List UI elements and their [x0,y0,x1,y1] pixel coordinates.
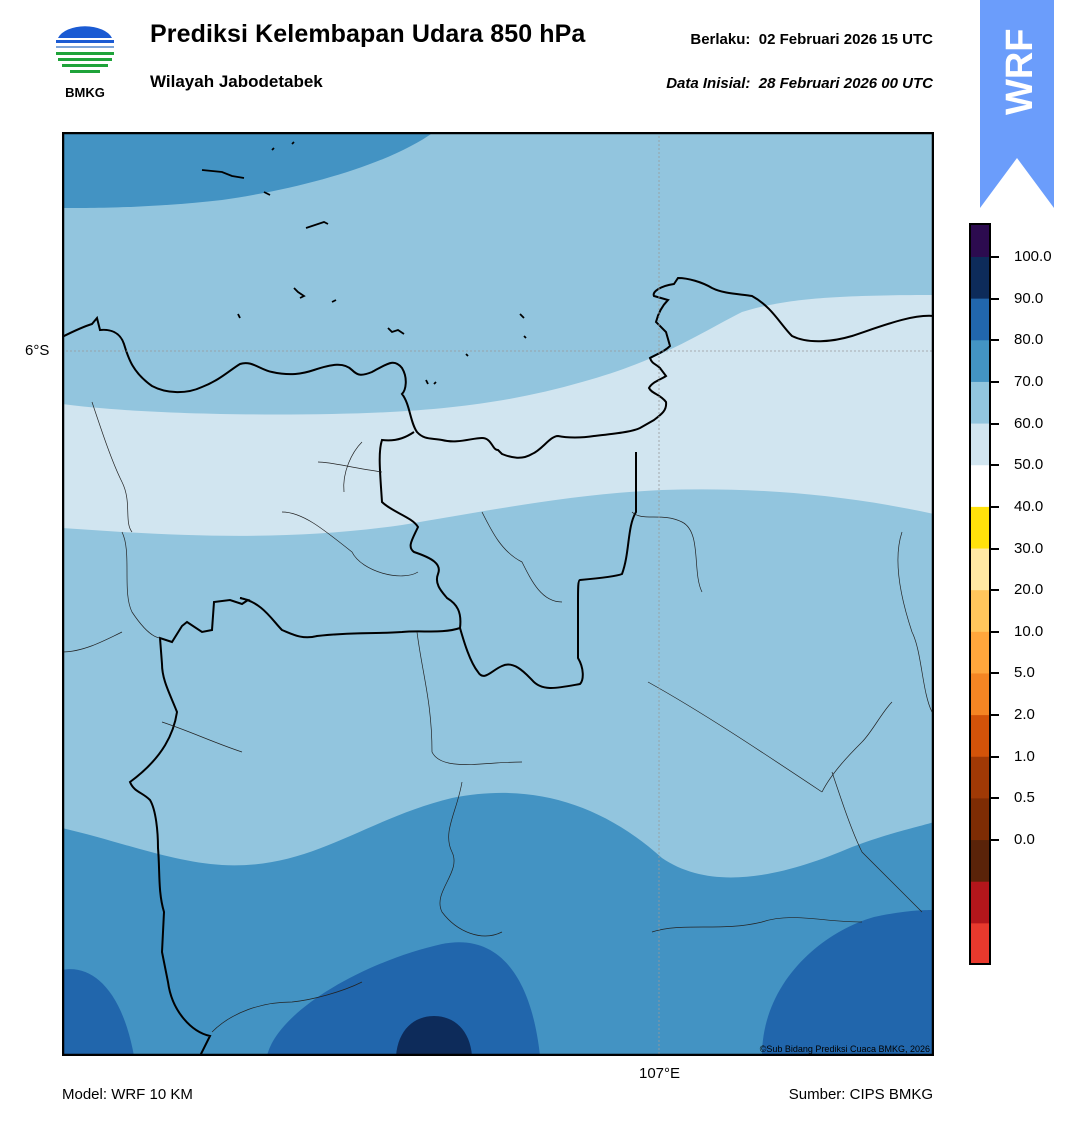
colorbar-segment [969,673,991,716]
colorbar-tick [991,422,999,425]
source-label: Sumber: CIPS BMKG [788,1086,933,1103]
colorbar-segment [969,340,991,383]
colorbar-tick [991,630,999,633]
colorbar-tick-label: 20.0 [1014,581,1044,599]
band-80-90-east [762,910,934,1056]
init-label: Data Inisial: [666,75,751,92]
valid-value: 02 Februari 2026 15 UTC [758,31,933,48]
colorbar-segment [969,257,991,300]
colorbar-segment [969,840,991,883]
valid-label: Berlaku: [690,31,751,48]
model-label: Model: WRF 10 KM [62,1086,193,1103]
longitude-label: 107°E [639,1065,681,1082]
colorbar [969,223,991,965]
colorbar-segment [969,590,991,633]
colorbar-tick [991,547,999,550]
colorbar-segment [969,548,991,591]
init-time: Data Inisial: 28 Februari 2026 00 UTC [666,75,933,92]
band-50-60 [62,295,934,536]
colorbar-segment [969,756,991,799]
band-80-90-west [62,969,134,1056]
colorbar-segment [969,465,991,508]
wrf-badge: WRF [980,0,1054,208]
province-boundary [128,431,462,1056]
colorbar-tick-label: 50.0 [1014,456,1044,474]
band-90-100 [396,1016,472,1056]
colorbar-segment [969,715,991,758]
colorbar-tick [991,839,999,842]
band-80-90-center [267,942,540,1056]
colorbar-tick [991,339,999,342]
colorbar-tick-label: 60.0 [1014,414,1044,432]
colorbar-tick-label: 80.0 [1014,331,1044,349]
colorbar-tick [991,256,999,258]
colorbar-border [969,223,991,965]
colorbar-tick-label: 0.0 [1014,831,1035,849]
map-border [62,132,934,1056]
bmkg-logo-icon [56,26,114,73]
colorbar-tick-label: 5.0 [1014,664,1035,682]
humidity-map: ©Sub Bidang Prediksi Cuaca BMKG, 2026 [62,132,934,1056]
islands [201,141,527,385]
badge-shape [980,0,1054,208]
colorbar-tick-label: 2.0 [1014,706,1035,724]
colorbar-tick-label: 30.0 [1014,539,1044,557]
colorbar-tick-label: 90.0 [1014,289,1044,307]
colorbar-segment [969,298,991,341]
coastline [62,276,934,459]
colorbar-tick [991,797,999,800]
colorbar-tick-label: 70.0 [1014,372,1044,390]
colorbar-tick [991,380,999,383]
page-title: Prediksi Kelembapan Udara 850 hPa [150,20,586,48]
colorbar-tick-label: 0.5 [1014,789,1035,807]
badge-text: WRF [999,28,1041,115]
bmkg-logo: BMKG [50,18,122,102]
colorbar-segment [969,923,991,965]
colorbar-tick-label: 40.0 [1014,497,1044,515]
colorbar-tick [991,755,999,758]
init-value: 28 Februari 2026 00 UTC [758,75,933,92]
colorbar-segment [969,381,991,425]
colorbar-tick [991,505,999,508]
band-70-80-north [62,132,434,208]
logo-text: BMKG [65,85,105,100]
latitude-label: 6°S [25,342,50,359]
colorbar-tick-label: 1.0 [1014,747,1035,765]
colorbar-tick [991,464,999,467]
colorbar-segment [969,423,991,466]
map-credit: ©Sub Bidang Prediksi Cuaca BMKG, 2026 [760,1044,930,1054]
admin-boundaries [62,401,933,1033]
colorbar-tick-label: 10.0 [1014,622,1044,640]
region-subtitle: Wilayah Jabodetabek [150,72,323,91]
colorbar-segment [969,881,991,924]
colorbar-segment [969,798,991,841]
colorbar-segment [969,631,991,674]
colorbar-tick [991,672,999,675]
colorbar-segment [969,506,991,550]
colorbar-tick-label: 100.0 [1014,248,1052,265]
colorbar-tick [991,714,999,717]
colorbar-tick [991,589,999,592]
colorbar-tick [991,297,999,300]
band-70-80-south [62,792,934,1056]
colorbar-segment [969,223,991,258]
valid-time: Berlaku: 02 Februari 2026 15 UTC [690,31,933,48]
jakarta-boundary [459,452,637,689]
